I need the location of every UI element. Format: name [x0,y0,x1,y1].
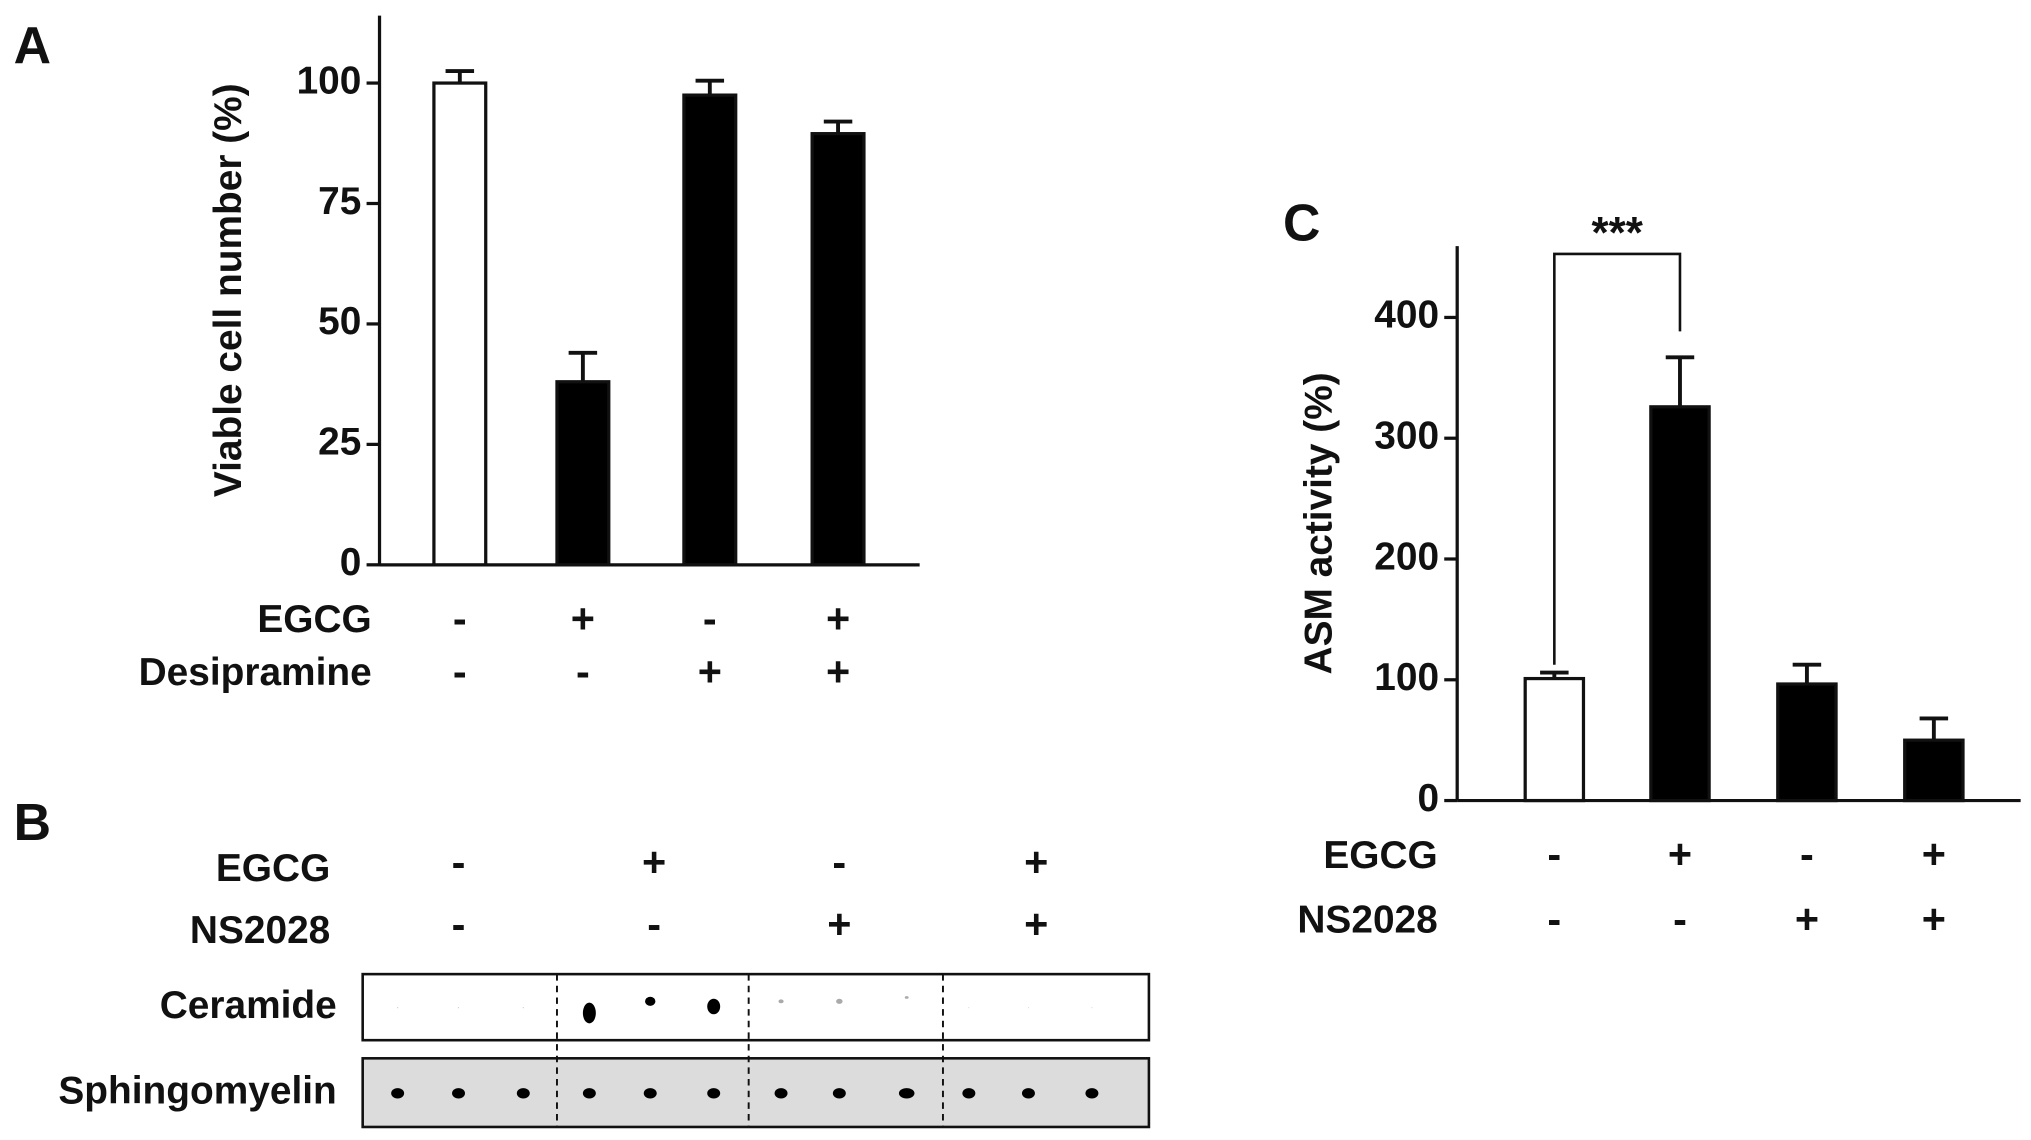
condition-sign: - [703,595,717,642]
blot-row-label: Ceramide [160,984,337,1027]
condition-sign: + [1922,831,1946,878]
condition-sign: + [642,838,666,885]
bar [810,132,866,567]
bar [682,93,738,567]
condition-sign: + [1024,838,1048,885]
y-tick-label: 100 [297,59,362,102]
ceramide-spot [968,1007,970,1009]
bar [1903,738,1965,803]
y-tick-label: 400 [1374,294,1439,337]
sphingomyelin-spot [391,1088,405,1099]
ceramide-spot [522,1007,524,1009]
condition-sign: - [832,838,846,885]
sphingomyelin-spot [1021,1088,1035,1099]
condition-sign: + [1024,900,1048,947]
condition-sign: - [1673,895,1687,942]
condition-sign: - [1800,831,1814,878]
sphingomyelin-spot [898,1088,915,1099]
condition-sign: + [826,595,850,642]
condition-sign: - [1547,831,1561,878]
condition-label: EGCG [257,598,371,641]
sphingomyelin-spot [516,1088,530,1099]
y-tick-label: 100 [1374,656,1439,699]
sphingomyelin-spot [1085,1088,1099,1099]
blot-row-label: Sphingomyelin [58,1070,336,1113]
condition-sign: + [571,595,595,642]
bar [1776,682,1838,803]
condition-sign: - [452,900,466,947]
y-tick-label: 50 [318,300,361,343]
ceramide-spot [707,998,721,1015]
lane-dividers [555,974,944,1127]
significance-bracket [1553,252,1682,665]
bar [1649,405,1711,803]
condition-sign: + [1922,895,1946,942]
condition-label: NS2028 [190,909,330,952]
condition-label: EGCG [1323,834,1437,877]
y-tick-label: 25 [318,421,361,464]
condition-sign: - [453,648,467,695]
ceramide-spot [457,1007,460,1009]
condition-sign: + [1668,831,1692,878]
condition-sign: - [647,900,661,947]
ceramide-spot [904,996,909,999]
bar [1523,676,1586,803]
sphingomyelin-lane-box [361,1057,1151,1129]
panel-label: C [1283,193,1320,251]
y-tick-label: 0 [340,541,362,584]
panel-label: A [14,16,51,74]
ceramide-spot [582,1002,596,1024]
sphingomyelin-spot [643,1088,657,1099]
sphingomyelin-spot [962,1088,976,1099]
y-tick-label: 0 [1417,777,1439,820]
condition-label: NS2028 [1297,899,1437,942]
ceramide-spot [836,998,843,1004]
condition-sign: - [1547,895,1561,942]
panel-label: B [14,793,51,851]
bar [555,380,611,567]
condition-sign: + [1795,895,1819,942]
ceramide-spot [645,996,656,1006]
y-tick-label: 300 [1374,414,1439,457]
condition-sign: + [827,900,851,947]
ceramide-spot [1091,1007,1093,1009]
sphingomyelin-spot [582,1088,596,1099]
condition-sign: - [576,648,590,695]
ceramide-spot [778,999,784,1004]
y-tick-label: 75 [318,180,361,223]
ceramide-lane-box [361,972,1151,1042]
sphingomyelin-spot [832,1088,846,1099]
sphingomyelin-spot [774,1088,788,1099]
y-axis-label: ASM activity (%) [1297,372,1340,674]
bar [432,81,488,567]
condition-sign: + [698,648,722,695]
y-axis-label: Viable cell number (%) [207,83,250,497]
condition-sign: + [826,648,850,695]
y-tick-label: 200 [1374,535,1439,578]
sphingomyelin-spot [707,1088,721,1099]
ceramide-spot [1028,1007,1029,1009]
ceramide-spot [397,1007,399,1009]
condition-label: EGCG [216,847,330,890]
condition-sign: - [452,838,466,885]
condition-sign: - [453,595,467,642]
condition-label: Desipramine [139,651,372,694]
significance-label: *** [1591,208,1643,257]
sphingomyelin-spot [452,1088,466,1099]
